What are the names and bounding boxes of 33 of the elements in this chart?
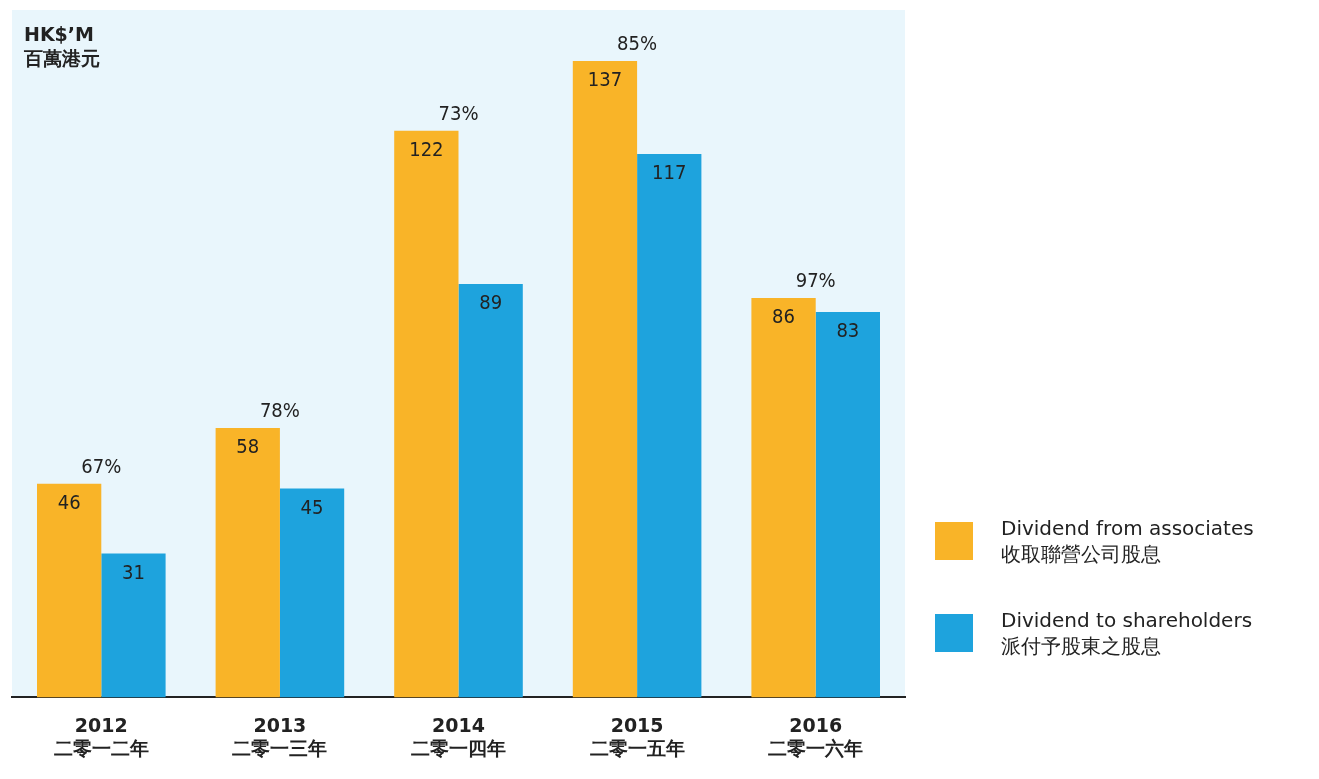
- legend-label: Dividend to shareholders 派付予股東之股息: [1001, 607, 1253, 659]
- x-tick-label: 2015 二零一五年: [589, 713, 685, 759]
- data-label: 86: [772, 304, 795, 329]
- bar: [637, 153, 702, 698]
- bar: [572, 61, 638, 698]
- annotation: 78%: [259, 398, 300, 423]
- bar: [101, 553, 166, 698]
- bar: [394, 130, 459, 698]
- data-label: 31: [122, 559, 145, 584]
- data-label: 122: [409, 136, 444, 161]
- bar: [815, 311, 880, 698]
- legend-label: Dividend from associates 收取聯營公司股息: [1001, 515, 1254, 567]
- x-tick-label: 2016 二零一六年: [768, 713, 864, 759]
- annotation: 73%: [438, 100, 479, 125]
- annotation: 97%: [795, 268, 836, 293]
- bar: [37, 483, 102, 698]
- data-label: 45: [300, 494, 324, 519]
- x-tick-label: 2012 二零一二年: [53, 713, 149, 759]
- bar: [458, 284, 523, 698]
- annotation: 67%: [81, 453, 122, 478]
- bar: [215, 428, 280, 698]
- bar: [751, 297, 816, 698]
- bar: [279, 488, 345, 698]
- data-label: 137: [587, 67, 623, 92]
- data-label: 117: [652, 160, 687, 185]
- data-label: 83: [836, 318, 860, 343]
- annotation: 85%: [617, 31, 658, 56]
- x-tick-label: 2014 二零一四年: [411, 713, 506, 759]
- data-label: 58: [236, 434, 260, 459]
- y-axis-title: HK$’M 百萬港元: [24, 22, 100, 70]
- x-tick-label: 2013 二零一三年: [232, 713, 328, 759]
- data-label: 89: [479, 290, 503, 315]
- data-label: 46: [57, 489, 81, 514]
